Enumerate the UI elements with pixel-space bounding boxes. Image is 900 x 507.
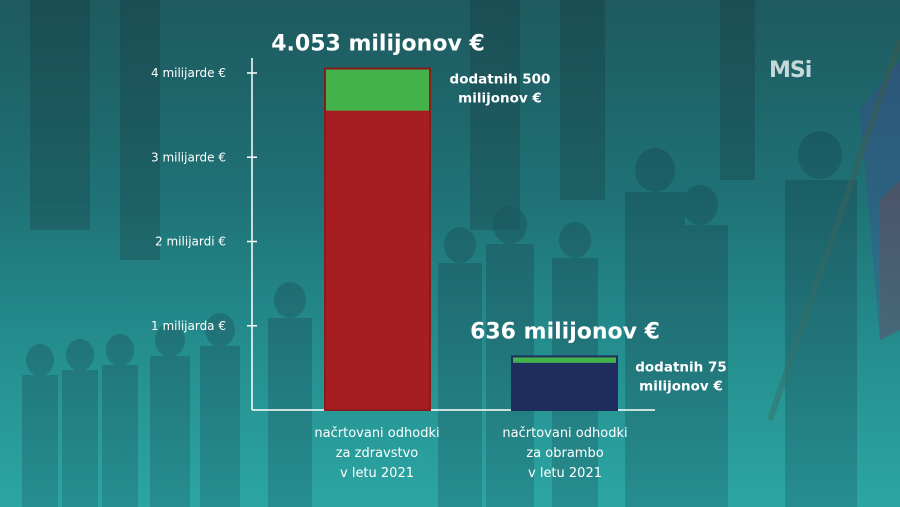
bar-outline-1: [511, 355, 618, 411]
category-label-0-line-2: v letu 2021: [340, 466, 414, 481]
extra-label-1-line-0: dodatnih 75: [635, 359, 727, 375]
bar-0-segment-1: [325, 68, 430, 111]
bar-0-segment-0: [324, 110, 431, 411]
y-tick-label-1: 2 milijardi €: [155, 235, 226, 249]
y-tick-label-3: 4 milijarde €: [151, 66, 226, 80]
bar-1-segment-1: [512, 356, 617, 363]
bar-outline-0: [324, 67, 431, 411]
extra-label-0-line-0: dodatnih 500: [450, 72, 551, 88]
category-label-0-line-0: načrtovani odhodki: [314, 426, 439, 441]
y-tick-label-0: 1 milijarda €: [151, 319, 226, 333]
y-tick-label-2: 3 milijarde €: [151, 150, 226, 164]
category-label-0-line-1: za zdravstvo: [336, 446, 419, 461]
category-label-1-line-0: načrtovani odhodki: [502, 426, 627, 441]
bars: [324, 67, 618, 411]
category-label-1-line-1: za obrambo: [526, 446, 603, 461]
bar-1-segment-0: [512, 362, 617, 410]
extra-label-0-line-1: milijonov €: [458, 91, 542, 107]
total-label-1: 636 milijonov €: [470, 319, 660, 344]
category-labels: načrtovani odhodki za zdravstvo v letu 202…: [314, 426, 627, 481]
msi-logo: MSi: [769, 58, 812, 83]
y-axis-ticks: 1 milijarda € 2 milijardi € 3 milijarde € 4…: [151, 66, 257, 333]
total-label-0: 4.053 milijonov €: [271, 32, 485, 57]
bar-labels: 4.053 milijonov € 636 milijonov € dodatnih…: [271, 32, 727, 395]
extra-label-1-line-1: milijonov €: [639, 378, 723, 394]
category-label-1-line-2: v letu 2021: [528, 466, 602, 481]
